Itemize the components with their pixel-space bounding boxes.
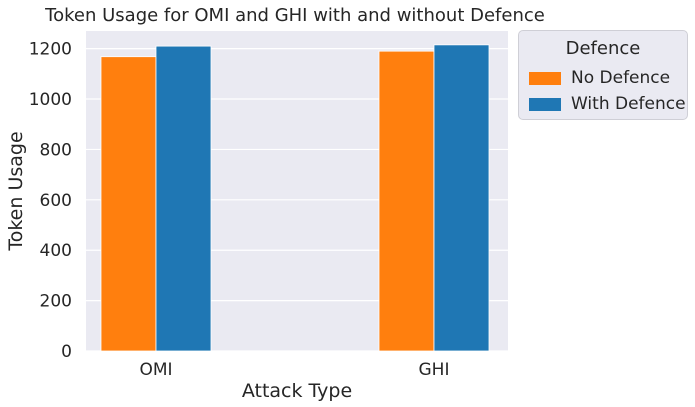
y-tick-label: 1000 [29,90,72,110]
x-axis-label: Attack Type [242,380,352,402]
legend-label-with-defence: With Defence [571,94,686,114]
legend-swatch-with-defence [529,97,561,111]
bar-ghi-with-defence [433,44,490,352]
bar-omi-no-defence [100,56,157,352]
y-tick-label: 0 [61,342,72,362]
legend-item-with-defence: With Defence [529,93,686,115]
x-tick-labels: OMI GHI [139,360,449,380]
legend-title: Defence [565,38,641,59]
chart-title: Token Usage for OMI and GHI with and wit… [44,5,545,26]
bars [100,44,490,352]
legend-swatch-no-defence [529,71,561,85]
y-tick-label: 800 [40,140,72,160]
legend: Defence No Defence With Defence [518,30,688,120]
y-tick-label: 600 [40,191,72,211]
y-tick-label: 1200 [29,40,72,60]
x-tick-label: OMI [139,360,172,380]
bar-omi-with-defence [155,45,212,352]
legend-label-no-defence: No Defence [571,68,671,88]
y-tick-label: 400 [40,241,72,261]
x-tick-label: GHI [419,360,450,380]
y-tick-label: 200 [40,292,72,312]
bar-ghi-no-defence [378,50,435,352]
y-tick-labels: 0 200 400 600 800 1000 1200 [29,40,72,362]
legend-item-no-defence: No Defence [529,67,670,89]
y-axis-label: Token Usage [5,131,27,251]
